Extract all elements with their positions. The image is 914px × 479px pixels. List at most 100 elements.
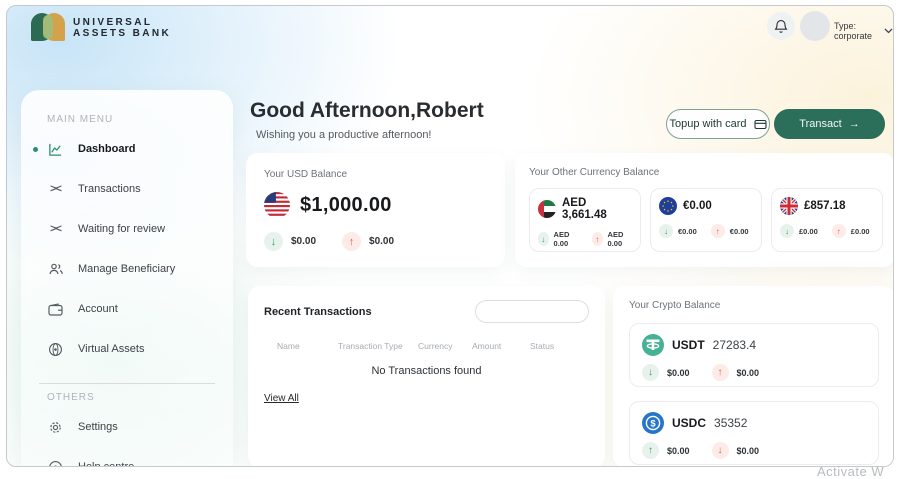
gear-icon	[47, 419, 64, 436]
up-arrow-icon: ↑	[710, 224, 725, 238]
usdt-icon	[642, 334, 664, 356]
up-arrow-icon: ↑	[592, 232, 603, 246]
page-title: Good Afternoon,Robert	[250, 99, 484, 122]
gbp-inflow-value: £0.00	[799, 226, 818, 236]
notifications-button[interactable]	[767, 12, 795, 40]
aed-outflow-value: AED 0.00	[607, 230, 624, 248]
column-name: Name	[277, 341, 300, 351]
eur-inflow-value: €0.00	[678, 226, 697, 236]
usdc-inflow-value: $0.00	[667, 445, 690, 456]
eur-outflow-value: €0.00	[729, 226, 749, 236]
sidebar-item-settings[interactable]: Settings	[21, 407, 233, 447]
sidebar-item-label: Dashboard	[78, 143, 136, 155]
swap-arrows-icon: ><	[50, 183, 62, 195]
sidebar-item-label: Transactions	[78, 183, 141, 195]
gbp-outflow-value: £0.00	[850, 226, 870, 236]
usdc-balance-box: $ USDC 35352 ↑ $0.00 ↓ $0.00	[629, 401, 879, 465]
usd-balance-label: Your USD Balance	[264, 169, 348, 180]
sidebar-item-account[interactable]: Account	[21, 289, 233, 329]
other-currency-balance-card: Your Other Currency Balance AED 3,661.48…	[515, 153, 893, 267]
line-chart-icon	[47, 141, 64, 158]
brand-line1: UNIVERSAL	[73, 17, 153, 28]
help-circle-icon: ?	[47, 459, 64, 466]
transact-button[interactable]: Transact →	[774, 109, 885, 139]
page-subtitle: Wishing you a productive afternoon!	[256, 129, 432, 141]
aed-inflow-value: AED 0.00	[553, 230, 570, 248]
sidebar-section-main-menu: MAIN MENU	[47, 114, 114, 125]
eur-amount: €0.00	[683, 200, 712, 212]
transact-button-label: Transact	[799, 118, 842, 130]
search-input[interactable]	[484, 306, 616, 317]
sidebar-item-virtual-assets[interactable]: Virtual Assets	[21, 329, 233, 369]
sidebar-item-label: Help centre	[78, 461, 135, 467]
sidebar-item-label: Virtual Assets	[78, 343, 145, 355]
sidebar-item-manage-beneficiary[interactable]: Manage Beneficiary	[21, 249, 233, 289]
usdc-inflow-chip: ↑ $0.00	[642, 442, 690, 459]
recent-transactions-title: Recent Transactions	[264, 305, 372, 318]
other-balance-label: Your Other Currency Balance	[529, 167, 660, 178]
topup-with-card-button[interactable]: Topup with card	[666, 109, 770, 139]
up-arrow-icon: ↑	[342, 232, 362, 251]
wallet-icon	[47, 301, 64, 318]
up-arrow-icon: ↑	[831, 224, 846, 238]
down-arrow-icon: ↓	[538, 232, 549, 246]
uk-flag-icon	[780, 197, 798, 215]
no-transactions-message: No Transactions found	[371, 365, 482, 377]
account-type-label: Type: corporate	[834, 21, 873, 41]
down-arrow-icon: ↓	[642, 364, 659, 381]
sidebar-item-help-centre[interactable]: ? Help centre	[21, 447, 233, 467]
app-window: UNIVERSAL ASSETS BANK Type: corporate MA…	[6, 5, 894, 467]
sidebar-item-label: Account	[78, 303, 118, 315]
down-arrow-icon: ↓	[264, 232, 283, 251]
gbp-amount: £857.18	[804, 200, 846, 212]
usdc-icon: $	[642, 412, 664, 434]
svg-text:$: $	[650, 419, 656, 430]
usdc-amount: 35352	[714, 416, 748, 430]
account-type-dropdown[interactable]: Type: corporate	[834, 21, 893, 41]
usdt-outflow-value: $0.00	[736, 367, 760, 378]
usdt-amount: 27283.4	[712, 338, 757, 352]
column-transaction-type: Transaction Type	[338, 341, 403, 351]
view-all-link[interactable]: View All	[264, 393, 299, 404]
topup-button-label: Topup with card	[669, 118, 747, 130]
activate-watermark: Activate W	[817, 464, 885, 479]
logo-leaf-overlap	[43, 15, 53, 39]
eur-balance-box: €0.00 ↓ €0.00 ↑ €0.00	[650, 188, 762, 252]
gbp-inflow-chip: ↓ £0.00	[780, 224, 818, 238]
transactions-search[interactable]	[475, 300, 627, 323]
aed-inflow-chip: ↓ AED 0.00	[538, 230, 578, 248]
column-currency: Currency	[418, 341, 453, 351]
sidebar: MAIN MENU Dashboard >< Transactions >< W…	[21, 90, 233, 467]
usdc-outflow-chip: ↓ $0.00	[711, 442, 760, 459]
transactions-table-header: Name Transaction Type Currency Amount St…	[264, 341, 589, 353]
eu-flag-icon	[659, 197, 677, 215]
usd-balance-amount: $1,000.00	[300, 193, 392, 216]
usd-balance-card: Your USD Balance $1,000.00 ↓ $0.00 ↑ $0.…	[246, 153, 505, 267]
usd-outflow-value: $0.00	[369, 236, 395, 247]
recent-transactions-card: Recent Transactions Name Transaction Typ…	[248, 286, 627, 466]
arrow-right-icon: →	[848, 118, 860, 130]
sidebar-item-waiting-for-review[interactable]: >< Waiting for review	[21, 209, 233, 249]
gbp-outflow-chip: ↑ £0.00	[831, 224, 870, 238]
usdt-symbol: USDT	[672, 338, 705, 352]
eur-outflow-chip: ↑ €0.00	[710, 224, 749, 238]
usdc-outflow-value: $0.00	[736, 445, 760, 456]
us-flag-icon	[264, 192, 290, 218]
usdt-inflow-chip: ↓ $0.00	[642, 364, 690, 381]
bell-icon	[774, 19, 788, 34]
bank-logo	[31, 11, 67, 45]
avatar[interactable]	[800, 11, 830, 41]
eur-inflow-chip: ↓ €0.00	[659, 224, 697, 238]
down-arrow-icon: ↓	[659, 224, 673, 238]
sidebar-item-transactions[interactable]: >< Transactions	[21, 169, 233, 209]
aed-outflow-chip: ↑ AED 0.00	[592, 230, 632, 248]
aed-amount: AED 3,661.48	[562, 197, 607, 221]
sidebar-item-dashboard[interactable]: Dashboard	[21, 129, 233, 169]
crypto-balance-label: Your Crypto Balance	[629, 300, 721, 311]
down-arrow-icon: ↓	[711, 442, 729, 459]
usdt-inflow-value: $0.00	[667, 367, 690, 378]
crypto-balance-card: Your Crypto Balance USDT 27283.4 ↓ $0.00…	[613, 286, 893, 466]
usd-outflow-chip: ↑ $0.00	[342, 232, 394, 251]
gbp-balance-box: £857.18 ↓ £0.00 ↑ £0.00	[771, 188, 883, 252]
uae-flag-icon	[538, 200, 556, 218]
